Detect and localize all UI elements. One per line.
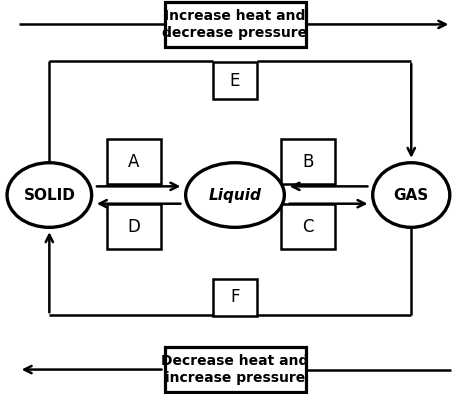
Bar bbox=[281, 204, 335, 249]
Bar bbox=[164, 347, 306, 392]
Text: B: B bbox=[302, 152, 313, 171]
Text: E: E bbox=[230, 72, 240, 90]
Text: Decrease heat and
increase pressure: Decrease heat and increase pressure bbox=[161, 355, 309, 385]
Bar bbox=[107, 204, 161, 249]
Bar bbox=[212, 279, 258, 316]
Text: D: D bbox=[127, 217, 141, 236]
Bar bbox=[212, 62, 258, 99]
Ellipse shape bbox=[373, 163, 450, 227]
Ellipse shape bbox=[7, 163, 92, 227]
Bar bbox=[107, 139, 161, 184]
Text: Liquid: Liquid bbox=[209, 188, 261, 203]
Text: Increase heat and
decrease pressure: Increase heat and decrease pressure bbox=[163, 9, 307, 39]
Ellipse shape bbox=[186, 163, 284, 227]
Text: A: A bbox=[128, 152, 140, 171]
Text: GAS: GAS bbox=[394, 188, 429, 203]
Text: SOLID: SOLID bbox=[24, 188, 75, 203]
Bar bbox=[164, 2, 306, 47]
Text: F: F bbox=[230, 288, 240, 307]
Text: C: C bbox=[302, 217, 313, 236]
Bar bbox=[281, 139, 335, 184]
